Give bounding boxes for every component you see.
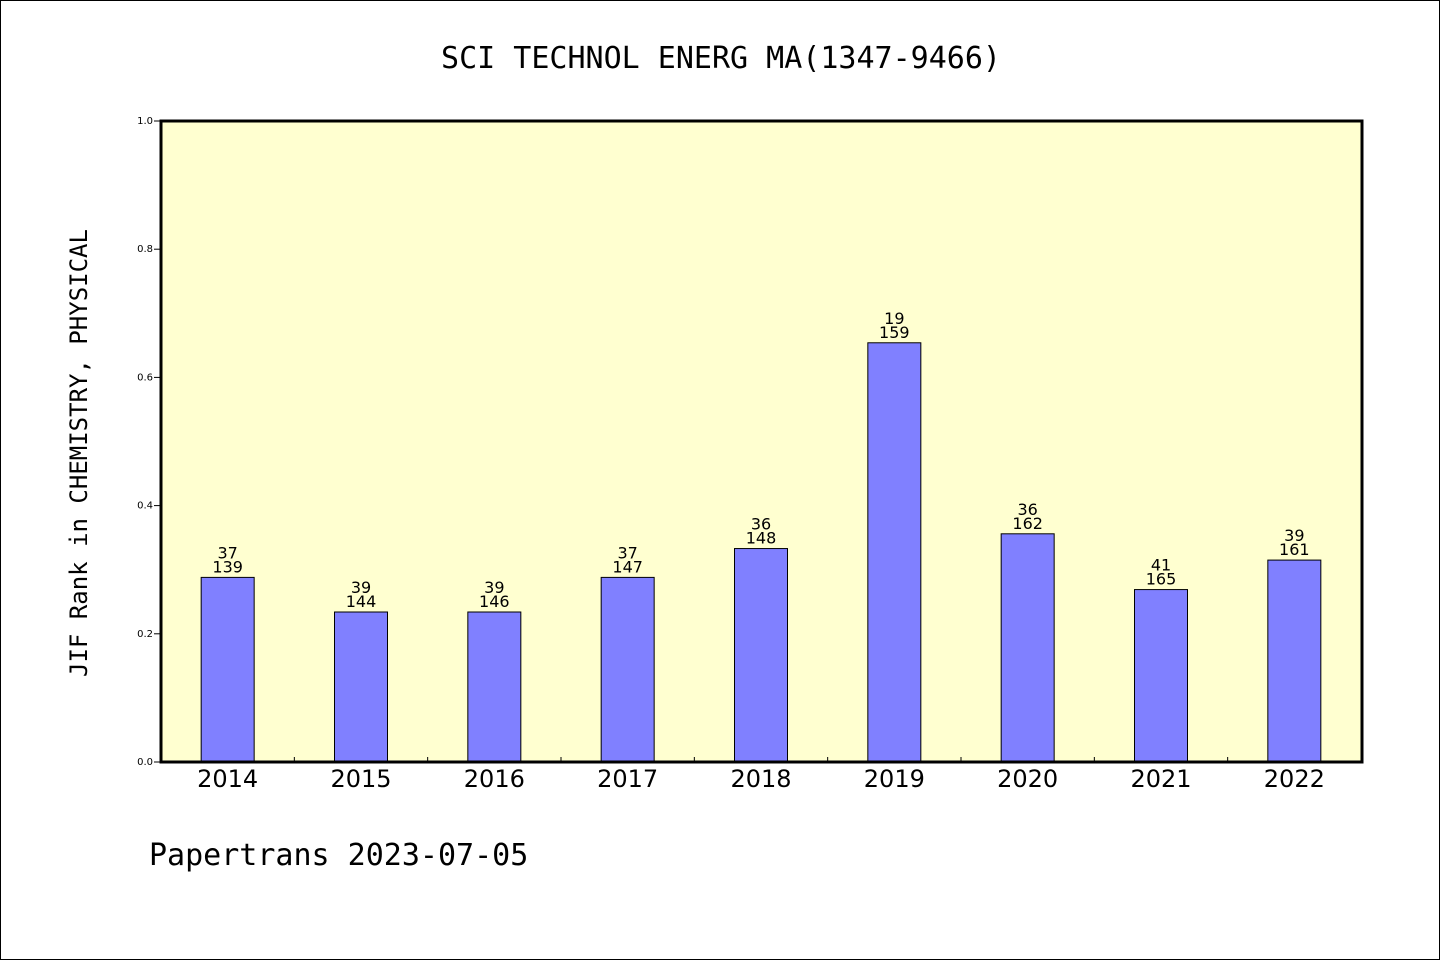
plot-border: [159, 119, 1364, 764]
x-tick-label: 2021: [1130, 765, 1191, 793]
y-tick-label: 0.6: [137, 372, 153, 383]
x-tick-label: 2020: [997, 765, 1058, 793]
bar-rank-label: 19: [884, 309, 904, 328]
x-tick-label: 2018: [730, 765, 791, 793]
x-tick-label: 2014: [197, 765, 258, 793]
bar-2021: [1134, 589, 1188, 763]
bar-rank-label: 37: [217, 543, 237, 562]
bar-2022: [1267, 559, 1322, 763]
bar-rank-label: 39: [351, 578, 371, 597]
x-tick-label: 2016: [464, 765, 525, 793]
bar-rank-label: 37: [617, 543, 637, 562]
x-tick-label: 2017: [597, 765, 658, 793]
bar-total-label: 147: [612, 557, 643, 576]
bar-2020: [1000, 533, 1055, 763]
bar-2017: [600, 576, 655, 763]
bar-2015: [334, 611, 388, 763]
bar-2014: [200, 576, 255, 763]
ticks-layer: 0.0 0.2 0.4 0.6 0.8 1.0 2014 2015 2016 2017 2018 20…: [137, 116, 1325, 793]
bar-rank-label: 39: [484, 578, 504, 597]
bar-total-label: 146: [479, 592, 510, 611]
footer-text: Papertrans 2023-07-05: [149, 838, 528, 873]
bar-total-label: 162: [1012, 514, 1043, 533]
bar-rank-label: 36: [1017, 500, 1037, 519]
bar-2016: [467, 611, 522, 763]
bar-total-label: 148: [746, 529, 777, 548]
bar-2018: [734, 548, 788, 763]
y-tick-label: 1.0: [137, 116, 153, 127]
bar-total-label: 144: [346, 592, 377, 611]
bar-rank-label: 41: [1151, 556, 1171, 575]
x-tick-label: 2015: [330, 765, 391, 793]
y-tick-label: 0.8: [137, 244, 153, 255]
bar-rank-label: 36: [751, 515, 771, 534]
bars-layer: 3713939144391463714736148191593616241165…: [200, 309, 1322, 763]
bar-rank-label: 39: [1284, 526, 1304, 545]
y-axis-label: JIF Rank in CHEMISTRY, PHYSICAL: [65, 229, 93, 677]
bar-total-label: 165: [1146, 570, 1177, 589]
x-tick-label: 2022: [1264, 765, 1325, 793]
x-tick-label: 2019: [864, 765, 925, 793]
y-tick-label: 0.2: [137, 629, 153, 640]
bar-total-label: 139: [212, 557, 243, 576]
bar-total-label: 159: [879, 323, 910, 342]
bar-total-label: 161: [1279, 540, 1310, 559]
bar-2019: [867, 342, 922, 763]
y-tick-label: 0.4: [137, 501, 153, 512]
chart-title: SCI TECHNOL ENERG MA(1347-9466): [441, 41, 1001, 76]
y-tick-label: 0.0: [137, 757, 153, 768]
